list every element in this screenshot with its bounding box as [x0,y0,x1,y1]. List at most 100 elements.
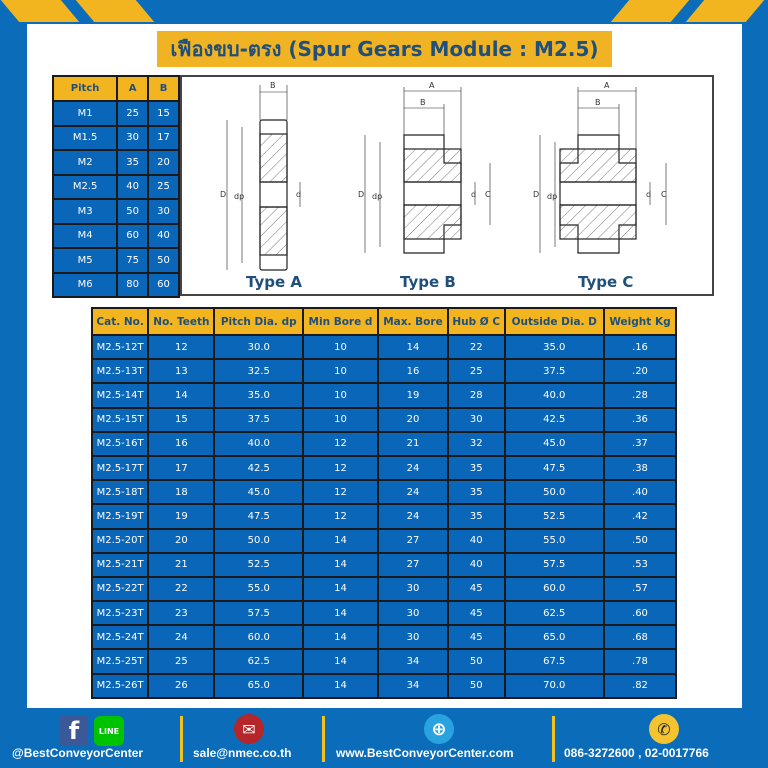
table-cell: M2.5-24T [90,624,150,651]
table-cell: M2.5-25T [90,648,150,675]
table-cell: 55.0 [503,527,605,554]
table-cell: 75 [116,247,150,274]
table-cell: 15 [147,406,216,433]
table-cell: 32.5 [213,358,304,385]
table-cell: 30 [116,124,150,151]
table-row: M2.5-13T 13 32.5 10 16 25 37.5.20 [90,358,678,385]
type-a-drawing [226,85,301,271]
table-cell: 55.0 [213,575,304,603]
column-header: Max. Bore [376,307,449,336]
table-row: M4 60 40 [51,222,180,249]
table-cell: 35.0 [503,333,605,361]
table-cell: M2.5-12T [90,333,150,361]
table-cell: 20 [376,406,449,433]
table-cell: M2.5-15T [90,406,150,433]
facebook-icon[interactable]: f [60,716,88,746]
dim-b-a: B [270,81,276,90]
dim-a-c: A [604,81,610,90]
table-cell: 17 [147,454,216,482]
table-cell: 12 [147,333,216,361]
table-cell: M2 [51,149,119,176]
table-cell: 14 [301,551,379,578]
dim-d-a: D [220,190,226,199]
table-row: M6 80 60 [51,271,180,298]
table-cell: 23 [147,600,216,627]
decor-stripe [0,0,80,22]
table-cell: 30 [376,600,449,627]
table-row: M2.5-17T 17 42.5 12 24 35 47.5.38 [90,454,678,482]
table-cell: 14 [301,527,379,554]
table-cell: 12 [301,454,379,482]
table-cell: 40 [147,222,180,249]
phone-numbers[interactable]: 086-3272600 , 02-0017766 [564,746,709,760]
table-cell: 40 [116,173,150,200]
table-cell: 12 [301,503,379,530]
table-cell: 25 [147,648,216,675]
table-cell: 10 [301,333,379,361]
email-icon[interactable]: ✉ [234,714,264,744]
table-row: M2.5-19T 19 47.5 12 24 35 52.5.42 [90,503,678,530]
table-cell: M2.5-16T [90,430,150,457]
table-cell: 42.5 [213,454,304,482]
table-cell: 47.5 [213,503,304,530]
table-cell: 27 [376,527,449,554]
table-cell: 40 [446,551,506,578]
table-row: M2.5-22T 22 55.0 14 30 45 60.0.57 [90,575,678,603]
table-cell: 57.5 [213,600,304,627]
type-a-label: Type A [246,273,302,291]
table-row: M5 75 50 [51,247,180,274]
table-cell: 45.0 [213,479,304,506]
phone-icon[interactable]: ✆ [649,714,679,744]
decor-stripe [685,0,765,22]
table-cell: 22 [446,333,506,361]
table-cell: 16 [147,430,216,457]
column-header: Outside Dia. D [503,307,605,336]
table-cell: M1 [51,100,119,127]
table-cell: M2.5-22T [90,575,150,603]
table-row: M3 50 30 [51,198,180,225]
column-header: Pitch [51,75,119,102]
table-cell: .53 [602,551,678,578]
table-cell: 12 [301,430,379,457]
table-cell: .57 [602,575,678,603]
table-cell: .38 [602,454,678,482]
table-cell: 14 [301,648,379,675]
line-icon[interactable]: LINE [94,716,124,746]
type-b-label: Type B [400,273,456,291]
table-cell: 14 [147,382,216,409]
column-header: Min Bore d [301,307,379,336]
table-cell: 45.0 [503,430,605,457]
table-cell: 60 [147,271,180,298]
table-cell: 15 [147,100,180,127]
social-handle[interactable]: @BestConveyorCenter [12,746,144,760]
table-cell: 50 [446,672,506,699]
email-link[interactable]: sale@nmec.co.th [193,746,292,760]
table-cell: 34 [376,672,449,699]
table-cell: 19 [147,503,216,530]
table-cell: 37.5 [213,406,304,433]
table-cell: 57.5 [503,551,605,578]
column-header: Hub Ø C [446,307,506,336]
decor-stripe [75,0,155,22]
table-cell: .40 [602,479,678,506]
table-cell: .36 [602,406,678,433]
dim-bore-c: d [646,190,651,199]
table-cell: 30 [147,198,180,225]
table-cell: 45 [446,600,506,627]
table-cell: 14 [376,333,449,361]
table-cell: 50 [446,648,506,675]
table-cell: 30 [446,406,506,433]
table-cell: 21 [147,551,216,578]
table-cell: 14 [301,600,379,627]
website-link[interactable]: www.BestConveyorCenter.com [336,746,514,760]
table-cell: 40.0 [213,430,304,457]
table-cell: 30 [376,575,449,603]
table-cell: 42.5 [503,406,605,433]
table-cell: 45 [446,575,506,603]
spec-table: Cat. No. No. Teeth Pitch Dia. dp Min Bore d… [90,307,678,699]
table-row: M2.5 40 25 [51,173,180,200]
globe-icon[interactable]: ⊕ [424,714,454,744]
table-cell: M2.5-23T [90,600,150,627]
table-cell: 30 [376,624,449,651]
table-cell: 40.0 [503,382,605,409]
